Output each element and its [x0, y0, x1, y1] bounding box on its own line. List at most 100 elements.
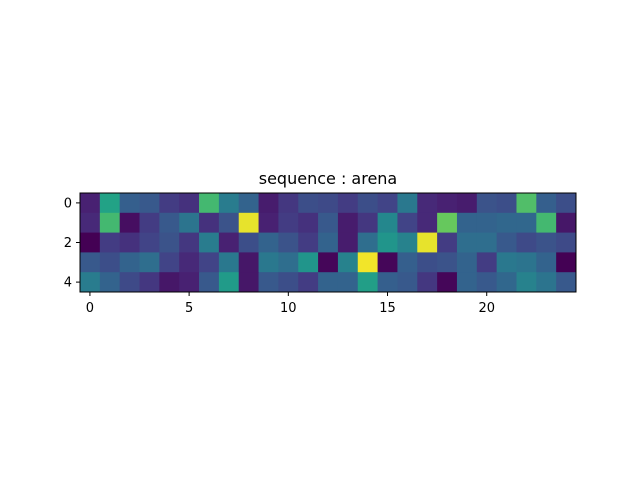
heatmap-cell [318, 272, 339, 293]
heatmap-cell [357, 193, 378, 214]
heatmap-cell [357, 212, 378, 233]
heatmap-cell [199, 272, 220, 293]
heatmap-cell [536, 272, 557, 293]
heatmap-cell [218, 193, 240, 214]
heatmap-cell [496, 212, 517, 233]
heatmap-cell [456, 212, 478, 233]
heatmap-cell [397, 232, 418, 253]
heatmap-cell [218, 232, 240, 253]
heatmap-cell [377, 252, 398, 273]
heatmap-cell [238, 252, 259, 273]
heatmap-cell [496, 272, 517, 293]
heatmap-cell [357, 232, 378, 253]
heatmap-cell [159, 272, 180, 293]
heatmap-cell [139, 272, 160, 293]
heatmap-cell [456, 232, 478, 253]
x-tick-label: 15 [379, 301, 396, 316]
heatmap-cell [258, 252, 279, 273]
heatmap-cell [119, 232, 140, 253]
x-tick-label: 10 [280, 301, 297, 316]
heatmap-cell [80, 232, 101, 253]
heatmap-cell [298, 212, 319, 233]
heatmap-cell [556, 272, 577, 293]
heatmap-cell [456, 252, 478, 273]
heatmap-cell [199, 252, 220, 273]
x-axis: 0 5 10 15 20 [86, 292, 495, 316]
x-tick-label: 0 [86, 301, 94, 316]
y-tick-label: 2 [64, 236, 72, 251]
x-tick-label: 5 [185, 301, 193, 316]
heatmap-cell [119, 272, 140, 293]
heatmap-cell [179, 252, 200, 273]
heatmap-cell [278, 272, 299, 293]
heatmap-cell [337, 272, 359, 293]
heatmap-cell [456, 272, 478, 293]
heatmap-cell [437, 272, 458, 293]
heatmap-cell [139, 212, 160, 233]
heatmap-cell [318, 193, 339, 214]
heatmap-cell [218, 272, 240, 293]
heatmap-cell [179, 193, 200, 214]
heatmap-cell [397, 252, 418, 273]
heatmap-cell [417, 232, 438, 253]
y-tick-label: 4 [64, 276, 72, 291]
chart-title: sequence : arena [259, 169, 397, 188]
heatmap-cell [417, 252, 438, 273]
heatmap-cell [179, 212, 200, 233]
heatmap-cell [179, 232, 200, 253]
heatmap-cell [556, 212, 577, 233]
heatmap-cell [119, 212, 140, 233]
heatmap-cell [437, 193, 458, 214]
heatmap-cell [337, 232, 359, 253]
heatmap-cell [218, 212, 240, 233]
heatmap-cell [99, 193, 121, 214]
heatmap-cell [516, 232, 537, 253]
heatmap-cell [298, 193, 319, 214]
heatmap-cell [99, 252, 121, 273]
heatmap-cell [536, 252, 557, 273]
heatmap-cell [417, 193, 438, 214]
heatmap-cell [476, 212, 498, 233]
heatmap-cell [496, 252, 517, 273]
heatmap-cell [437, 252, 458, 273]
heatmap-cell [278, 212, 299, 233]
heatmap-cell [377, 193, 398, 214]
heatmap-cell [159, 193, 180, 214]
heatmap-cell [278, 252, 299, 273]
heatmap-cell [357, 252, 378, 273]
y-tick-label: 0 [64, 196, 72, 211]
heatmap-cell [159, 232, 180, 253]
heatmap-cell [159, 212, 180, 233]
heatmap-cell [476, 193, 498, 214]
heatmap-cell [417, 212, 438, 233]
heatmap-cell [536, 232, 557, 253]
heatmap-cell [119, 252, 140, 273]
heatmap-cell [377, 272, 398, 293]
heatmap-cell [238, 193, 259, 214]
heatmap-cell [318, 232, 339, 253]
heatmap-cell [516, 212, 537, 233]
x-tick-label: 20 [478, 301, 495, 316]
heatmap-cell [456, 193, 478, 214]
heatmap-cell [238, 272, 259, 293]
heatmap-cells [80, 193, 577, 293]
heatmap-cell [496, 232, 517, 253]
heatmap-cell [99, 272, 121, 293]
heatmap-cell [337, 193, 359, 214]
heatmap-cell [377, 212, 398, 233]
heatmap-cell [556, 193, 577, 214]
heatmap-cell [258, 272, 279, 293]
heatmap-cell [318, 212, 339, 233]
heatmap-cell [298, 232, 319, 253]
heatmap-cell [199, 193, 220, 214]
heatmap-cell [278, 193, 299, 214]
heatmap-cell [238, 212, 259, 233]
heatmap-cell [337, 252, 359, 273]
heatmap-cell [476, 252, 498, 273]
heatmap-cell [179, 272, 200, 293]
heatmap-cell [199, 232, 220, 253]
heatmap-cell [318, 252, 339, 273]
heatmap-cell [80, 272, 101, 293]
heatmap-cell [476, 272, 498, 293]
